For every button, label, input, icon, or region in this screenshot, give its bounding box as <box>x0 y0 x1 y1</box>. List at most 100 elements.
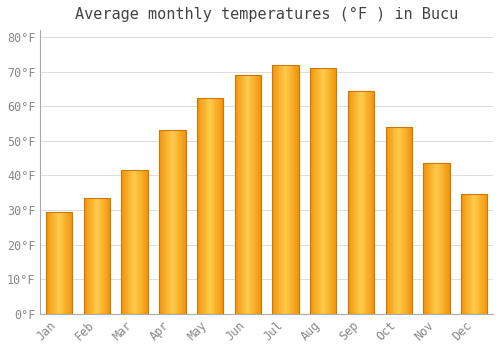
Bar <box>211 98 212 314</box>
Bar <box>197 98 224 314</box>
Bar <box>402 127 403 314</box>
Bar <box>476 195 477 314</box>
Bar <box>280 65 281 314</box>
Bar <box>372 91 374 314</box>
Bar <box>352 91 353 314</box>
Bar <box>289 65 290 314</box>
Bar <box>87 198 88 314</box>
Bar <box>348 91 374 314</box>
Bar <box>290 65 291 314</box>
Bar <box>246 75 247 314</box>
Bar <box>273 65 274 314</box>
Bar <box>388 127 389 314</box>
Bar <box>240 75 241 314</box>
Bar <box>145 170 146 314</box>
Bar <box>275 65 276 314</box>
Bar <box>124 170 125 314</box>
Bar <box>320 68 322 314</box>
Bar <box>142 170 144 314</box>
Bar <box>95 198 96 314</box>
Bar <box>486 195 488 314</box>
Bar <box>128 170 130 314</box>
Bar <box>441 163 442 314</box>
Bar <box>51 212 52 314</box>
Bar <box>322 68 324 314</box>
Bar <box>59 212 60 314</box>
Bar <box>310 68 311 314</box>
Bar <box>333 68 334 314</box>
Bar <box>134 170 136 314</box>
Bar <box>390 127 391 314</box>
Bar <box>222 98 224 314</box>
Bar <box>204 98 205 314</box>
Bar <box>164 131 166 314</box>
Bar <box>449 163 450 314</box>
Bar <box>48 212 50 314</box>
Bar <box>212 98 214 314</box>
Bar <box>436 163 438 314</box>
Bar <box>389 127 390 314</box>
Bar <box>316 68 317 314</box>
Bar <box>296 65 297 314</box>
Bar <box>317 68 318 314</box>
Bar <box>484 195 485 314</box>
Bar <box>327 68 328 314</box>
Bar <box>131 170 132 314</box>
Bar <box>67 212 68 314</box>
Bar <box>181 131 182 314</box>
Bar <box>367 91 368 314</box>
Bar <box>106 198 108 314</box>
Bar <box>438 163 439 314</box>
Bar <box>468 195 469 314</box>
Bar <box>122 170 148 314</box>
Bar <box>482 195 483 314</box>
Bar <box>205 98 206 314</box>
Bar <box>297 65 298 314</box>
Bar <box>467 195 468 314</box>
Bar <box>312 68 314 314</box>
Bar <box>272 65 299 314</box>
Bar <box>172 131 173 314</box>
Bar <box>348 91 350 314</box>
Bar <box>84 198 110 314</box>
Bar <box>109 198 110 314</box>
Bar <box>426 163 427 314</box>
Bar <box>47 212 48 314</box>
Bar <box>52 212 53 314</box>
Bar <box>218 98 219 314</box>
Title: Average monthly temperatures (°F ) in Bucu: Average monthly temperatures (°F ) in Bu… <box>75 7 458 22</box>
Bar <box>256 75 258 314</box>
Bar <box>294 65 295 314</box>
Bar <box>433 163 434 314</box>
Bar <box>202 98 203 314</box>
Bar <box>406 127 408 314</box>
Bar <box>472 195 474 314</box>
Bar <box>276 65 278 314</box>
Bar <box>175 131 176 314</box>
Bar <box>440 163 441 314</box>
Bar <box>362 91 363 314</box>
Bar <box>55 212 56 314</box>
Bar <box>220 98 222 314</box>
Bar <box>295 65 296 314</box>
Bar <box>209 98 210 314</box>
Bar <box>160 131 161 314</box>
Bar <box>174 131 175 314</box>
Bar <box>94 198 95 314</box>
Bar <box>395 127 396 314</box>
Bar <box>147 170 148 314</box>
Bar <box>424 163 425 314</box>
Bar <box>386 127 388 314</box>
Bar <box>214 98 216 314</box>
Bar <box>363 91 364 314</box>
Bar <box>176 131 177 314</box>
Bar <box>355 91 356 314</box>
Bar <box>434 163 436 314</box>
Bar <box>139 170 140 314</box>
Bar <box>236 75 238 314</box>
Bar <box>358 91 359 314</box>
Bar <box>108 198 109 314</box>
Bar <box>350 91 352 314</box>
Bar <box>102 198 103 314</box>
Bar <box>46 212 72 314</box>
